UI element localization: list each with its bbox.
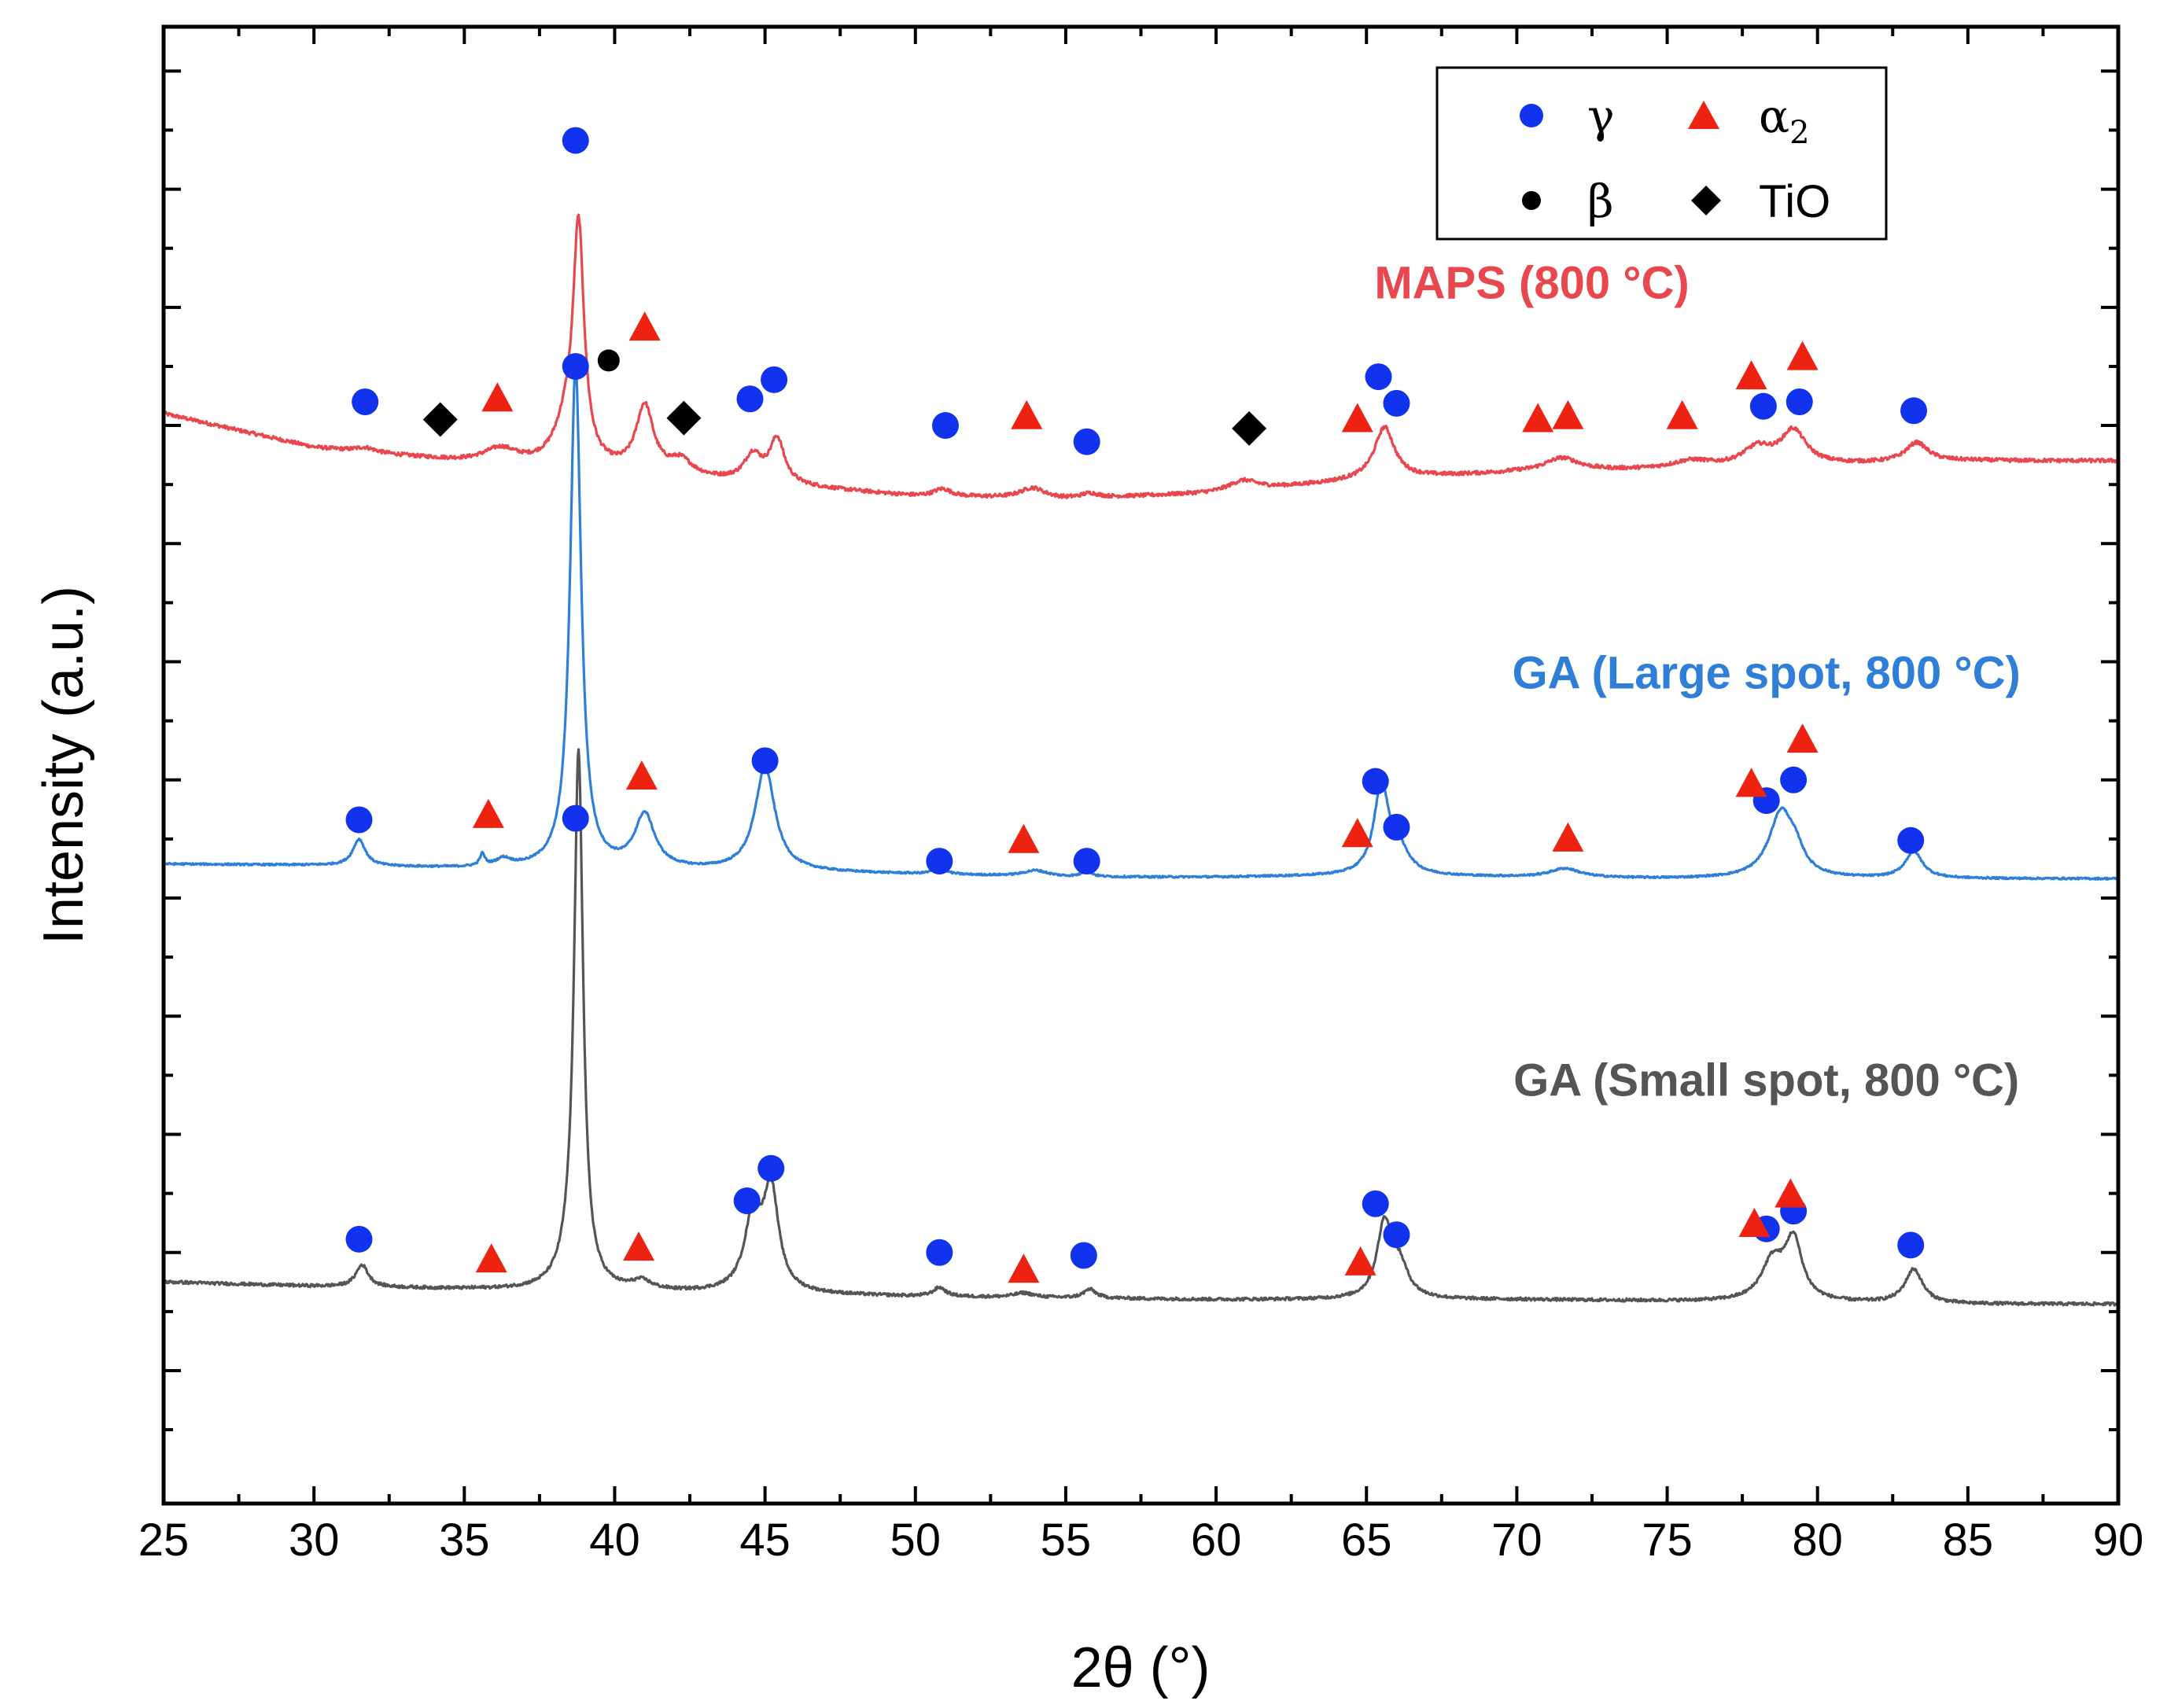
alpha2-marker — [1341, 818, 1373, 848]
legend-beta-marker — [1522, 191, 1541, 210]
gamma-marker — [1780, 766, 1808, 793]
gamma-marker — [761, 366, 788, 393]
x-tick-label: 90 — [2093, 1515, 2144, 1566]
x-tick-label: 80 — [1792, 1515, 1843, 1566]
alpha2-marker — [481, 382, 514, 412]
series-label-ga-large-spot: GA (Large spot, 800 °C) — [1513, 647, 2021, 698]
series-layer — [162, 213, 2120, 1307]
series-line-0 — [162, 213, 2120, 499]
alpha2-marker — [1735, 360, 1767, 390]
legend-alpha2-main: α — [1759, 90, 1789, 143]
x-tick-label: 75 — [1642, 1515, 1693, 1566]
legend-tio-label: TiO — [1759, 176, 1830, 227]
tio-marker — [422, 402, 458, 437]
gamma-marker — [1383, 813, 1410, 841]
gamma-marker — [757, 1154, 785, 1182]
gamma-marker — [562, 804, 589, 832]
alpha2-marker — [1738, 1208, 1771, 1238]
alpha2-marker — [1786, 723, 1819, 753]
alpha2-marker — [1552, 822, 1584, 852]
gamma-marker — [1362, 1190, 1389, 1217]
alpha2-marker — [623, 1231, 655, 1261]
gamma-marker — [1749, 392, 1777, 420]
gamma-marker — [1070, 1242, 1097, 1269]
x-tick-label: 30 — [289, 1515, 340, 1566]
x-tick-label: 55 — [1041, 1515, 1092, 1566]
gamma-marker — [1900, 397, 1928, 425]
gamma-marker — [1383, 389, 1410, 417]
y-axis-title: Intensity (a.u.) — [32, 586, 95, 944]
x-axis-title: 2θ (°) — [1071, 1636, 1211, 1699]
series-line-2 — [162, 748, 2119, 1307]
phase-marker-layer — [345, 127, 1928, 1283]
gamma-marker — [1897, 826, 1925, 854]
x-tick-label: 25 — [138, 1515, 190, 1566]
alpha2-marker — [472, 798, 504, 828]
legend-alpha2-marker — [1688, 101, 1719, 129]
tio-marker — [1232, 410, 1267, 446]
x-tick-label: 50 — [890, 1515, 942, 1566]
gamma-marker — [562, 352, 589, 380]
gamma-marker — [1073, 428, 1100, 455]
gamma-marker — [926, 1239, 953, 1266]
x-tick-label: 45 — [739, 1515, 791, 1566]
gamma-marker — [1073, 848, 1100, 875]
series-line-1 — [163, 364, 2119, 881]
gamma-marker — [736, 385, 764, 413]
alpha2-marker — [1008, 823, 1040, 853]
alpha2-marker — [1666, 399, 1698, 429]
gamma-marker — [1362, 767, 1389, 795]
legend-gamma-label: γ — [1587, 90, 1615, 143]
gamma-marker — [926, 848, 953, 875]
alpha2-marker — [1735, 767, 1767, 797]
gamma-marker — [1897, 1231, 1925, 1259]
gamma-marker — [352, 388, 379, 416]
alpha2-marker — [625, 760, 658, 790]
legend-beta-label: β — [1587, 175, 1614, 228]
plot-frame — [161, 24, 2121, 1506]
gamma-marker — [733, 1187, 761, 1215]
alpha2-marker — [1341, 403, 1373, 433]
legend-alpha2-sub: 2 — [1789, 115, 1809, 151]
x-tick-label: 40 — [589, 1515, 640, 1566]
alpha2-marker — [1786, 340, 1819, 370]
x-tick-label: 60 — [1191, 1515, 1242, 1566]
alpha2-marker — [1552, 399, 1584, 429]
legend: γ α2 β TiO — [1435, 66, 1888, 241]
series-label-maps: MAPS (800 °C) — [1374, 258, 1689, 309]
legend-tio-marker — [1691, 186, 1721, 215]
gamma-marker — [562, 127, 589, 154]
alpha2-marker — [1011, 399, 1043, 429]
alpha2-marker — [1775, 1178, 1807, 1208]
x-tick-label: 35 — [439, 1515, 490, 1566]
alpha2-marker — [475, 1243, 507, 1273]
alpha2-marker — [1008, 1253, 1040, 1283]
axis-layer: 25 30 35 40 45 50 55 60 65 70 75 80 85 90 — [138, 27, 2144, 1566]
gamma-marker — [932, 412, 959, 440]
series-label-ga-small-spot: GA (Small spot, 800 °C) — [1513, 1055, 2019, 1106]
gamma-marker — [1383, 1221, 1410, 1249]
legend-gamma-marker — [1520, 104, 1543, 127]
legend-box — [1435, 66, 1888, 241]
alpha2-marker — [628, 311, 661, 341]
alpha2-marker — [1344, 1246, 1376, 1275]
tio-marker — [666, 400, 702, 436]
gamma-marker — [1786, 388, 1813, 416]
beta-marker — [597, 349, 620, 372]
legend-alpha2-label: α2 — [1759, 90, 1810, 151]
x-tick-label: 85 — [1943, 1515, 1994, 1566]
alpha2-marker — [1522, 403, 1554, 433]
gamma-marker — [1365, 363, 1392, 391]
gamma-marker — [751, 747, 779, 775]
gamma-marker — [345, 1225, 373, 1253]
gamma-marker — [345, 806, 373, 834]
x-tick-label: 70 — [1491, 1515, 1542, 1566]
x-tick-label: 65 — [1341, 1515, 1392, 1566]
